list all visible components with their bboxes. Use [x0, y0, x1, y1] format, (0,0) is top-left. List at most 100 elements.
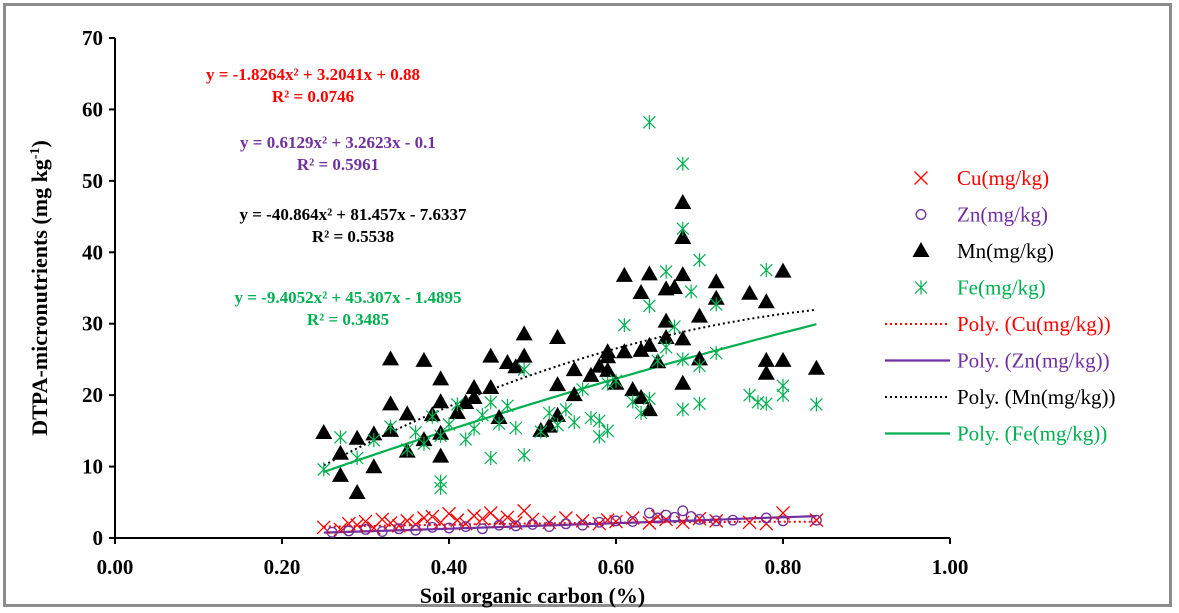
equation-label: y = -40.864x² + 81.457x - 7.6337 [239, 205, 467, 224]
fe-point [334, 430, 347, 445]
fe-point [651, 353, 665, 368]
fe-point [567, 415, 581, 430]
r-squared-label: R² = 0.3485 [307, 310, 389, 329]
mn-point [432, 393, 450, 409]
fe-point [475, 408, 489, 423]
zn-point [627, 516, 639, 528]
fe-point [551, 418, 564, 433]
fe-point [484, 451, 498, 465]
zn-point [527, 518, 538, 530]
x-tick-label: 0.00 [97, 555, 134, 579]
fe-point [659, 264, 673, 279]
fe-point [693, 396, 706, 411]
fe-point [676, 402, 690, 417]
fe-point [642, 391, 656, 406]
fe-point [509, 421, 523, 435]
zn-point [810, 514, 822, 526]
legend-item: Poly. (Mn(mg/kg)) [885, 385, 1115, 409]
zn-point [560, 518, 572, 530]
mn-point [807, 359, 825, 375]
zn-point [510, 520, 522, 532]
mn-point [674, 229, 692, 244]
zn-point [610, 515, 622, 527]
cu-point [609, 514, 623, 529]
legend-label: Mn(mg/kg) [957, 239, 1054, 263]
equation-label: y = -9.4052x² + 45.307x - 1.4895 [234, 288, 461, 307]
zn-point [694, 513, 705, 525]
fe-point [617, 318, 631, 333]
legend-label: Poly. (Cu(mg/kg)) [957, 312, 1111, 336]
fe-point [693, 358, 706, 373]
fe-point [400, 442, 414, 457]
cu-point [316, 520, 331, 535]
legend: Cu(mg/kg) Zn(mg/kg) Mn(mg/kg) Fe(mg/kg) Poly… [885, 166, 1115, 446]
cu-point [475, 511, 490, 526]
fe-point [693, 253, 706, 268]
fe-point [367, 433, 381, 448]
mn-point [382, 395, 400, 411]
fe-point [709, 297, 723, 312]
cu-point [675, 515, 690, 530]
mn-point [565, 361, 583, 377]
fe-point [501, 398, 514, 413]
mn-point [448, 404, 466, 419]
y-axis-title: DTPA-micronutrients (mg kg-1) [27, 140, 52, 436]
fe-point [559, 402, 573, 417]
mn-point [348, 429, 366, 445]
cu-point [742, 515, 757, 530]
cu-point [358, 514, 373, 529]
mn-point [774, 351, 792, 367]
zn-point [376, 526, 388, 538]
mn-point [365, 458, 383, 474]
mn-point [432, 447, 450, 463]
fe-point [450, 397, 464, 412]
cu-point [375, 512, 390, 527]
mn-point [482, 347, 500, 363]
mn-point [640, 336, 658, 352]
y-tick-label: 10 [82, 455, 103, 479]
fe-point [542, 406, 556, 420]
mn-point [465, 389, 483, 404]
mn-point [632, 341, 650, 357]
fe-point [425, 409, 439, 424]
cu-point [416, 511, 431, 525]
mn-point [507, 358, 525, 374]
fe-point [709, 346, 723, 360]
mn-point [582, 366, 600, 382]
fe-point [459, 432, 473, 447]
mn-point [615, 343, 633, 359]
equation-annotations: y = -1.8264x² + 3.2041x + 0.88 R² = 0.074… [206, 65, 467, 329]
fe-point [776, 388, 790, 403]
y-axis-title-sup: -1 [28, 148, 43, 160]
mn-point [315, 424, 333, 439]
zn-point [760, 512, 772, 524]
y-axis-title-main: DTPA-micronutrients (mg kg [27, 159, 52, 436]
fe-point [676, 352, 690, 367]
legend-label: Poly. (Fe(mg/kg)) [957, 422, 1107, 446]
mn-point [515, 347, 533, 363]
fe-point [409, 425, 423, 440]
fe-point [601, 423, 615, 438]
legend-label: Poly. (Zn(mg/kg)) [957, 349, 1110, 373]
zn-point [393, 523, 405, 535]
fe-point [659, 340, 673, 355]
mn-point [549, 329, 567, 344]
mn-point [398, 405, 416, 421]
fe-point [350, 451, 364, 465]
cu-point [809, 513, 824, 528]
legend-label: Cu(mg/kg) [957, 166, 1049, 190]
legend-label: Zn(mg/kg) [957, 203, 1048, 227]
mn-point [331, 444, 349, 460]
trendline-polyfemgkg [323, 323, 817, 473]
mn-point [691, 307, 708, 323]
cu-point [425, 509, 440, 524]
mn-point [515, 325, 533, 341]
mn-point [674, 266, 692, 282]
legend-item: Poly. (Cu(mg/kg)) [885, 312, 1111, 336]
axes: 0 10 20 30 40 50 60 70 0.00 0.20 0.40 0.60 0.80 1.00 [82, 26, 968, 579]
trendlines [323, 308, 817, 534]
fe-point [592, 413, 606, 428]
cu-point [467, 508, 482, 523]
y-tick-label: 60 [82, 97, 103, 121]
